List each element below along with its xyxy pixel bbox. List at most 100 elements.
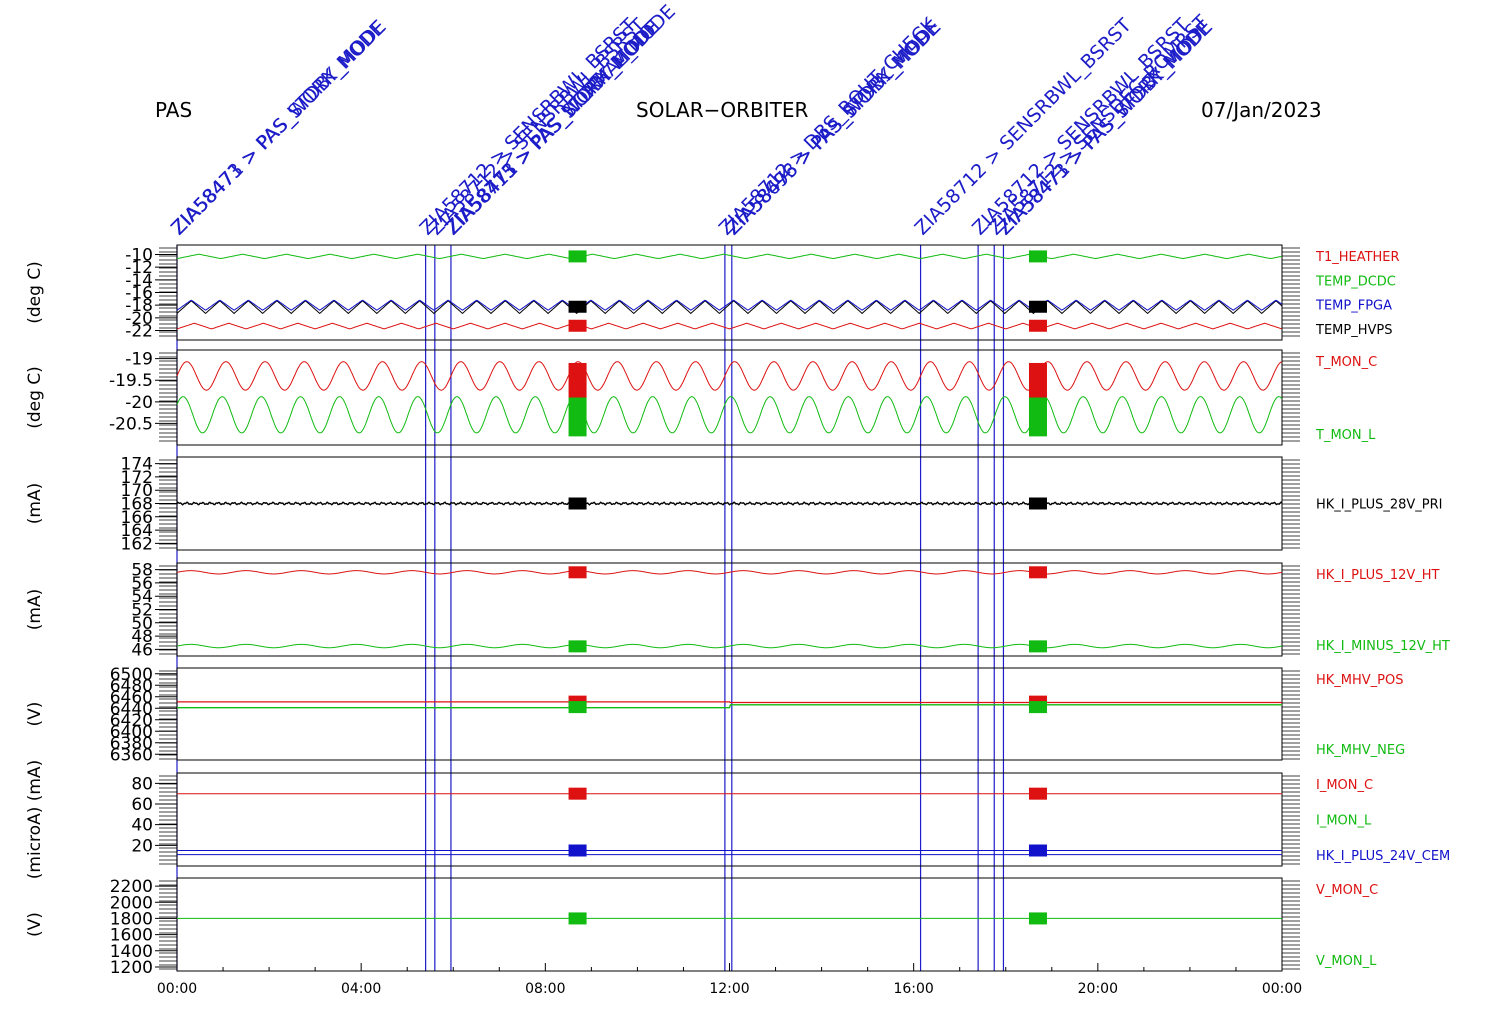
traces [177,912,1282,925]
y-tick-label: 164 [121,521,153,541]
y-tick-label: 6400 [110,722,153,742]
series-blob [1028,566,1047,579]
y-tick-label: -19.5 [109,371,153,391]
legend-entry: HK_I_PLUS_28V_PRI [1316,498,1442,513]
series-blob [568,250,587,263]
series-blob [568,362,587,398]
y-tick-label: 58 [131,561,153,581]
time-axis: 00:00 04:00 08:00 12:00 16:00 20:00 00:00 [157,963,1302,997]
y-tick-label: -14 [125,271,153,291]
y-tick-label: 6500 [110,665,153,685]
y-tick-label: 46 [131,640,153,660]
series-line-temp-dcdc [176,253,1283,260]
y-tick-label: 56 [131,574,153,594]
legend-entry: T1_HEATHER [1315,250,1400,265]
y-tick-label: 6420 [110,711,153,731]
series-line-t-mon-l [176,396,1283,434]
y-tick-label: 80 [131,774,153,794]
y-tick-label: 6380 [110,734,153,754]
y-tick-label: -12 [125,258,153,278]
y-tick-label: 2200 [110,877,153,897]
series-blob [568,319,587,332]
legend-entry: HK_MHV_NEG [1316,743,1405,758]
panels: -10-12-14-16-18 -20 -22 (deg C) T1_HEATHER TE… [25,244,1450,978]
series-blob [1028,912,1047,925]
y-tick-label: -16 [125,284,153,304]
panel-frame [176,349,1283,446]
panel-frame [176,562,1283,657]
header-instrument: PAS [155,98,192,122]
panel-1: -10-12-14-16-18-20-22 (deg C) T1_HEATHER TE… [25,244,1400,342]
series-blob [1028,362,1047,398]
series-blob [1028,300,1047,313]
legend-entry: I_MON_L [1316,814,1372,829]
y-tick-label: -20.5 [109,414,153,434]
y-tick-label: 6460 [110,688,153,708]
traces [176,497,1283,510]
series-blob [1028,397,1047,437]
series-blob [568,566,587,579]
y-tick-label: -22 [125,322,153,342]
y-tick-label: 48 [131,627,153,647]
event-label: ZIA58473 > PAS_WORK_MODE [722,17,944,239]
y-tick-label: 170 [121,481,153,501]
event-marker: ZIA58712 > DBS_ROUT_CHECK [715,13,941,971]
panel-2: -19-19.5-20-20.5 (deg C) T_MON_C T_MON_L [25,349,1377,446]
y-tick-label: -19 [125,350,153,370]
legend-entry: HK_I_PLUS_12V_HT [1316,568,1440,583]
series-blob [1028,319,1047,332]
panel-frame [176,772,1283,867]
series-blob [1028,701,1047,714]
y-axis-label: (deg C) [25,366,45,429]
y-tick-label: -10 [125,246,153,266]
event-marker: ZIA58712 > SENSDEC_ROMRST [984,11,1213,971]
traces [177,695,1282,714]
series-blob [1028,787,1047,800]
x-tick-label: 04:00 [341,981,381,997]
series-blob [1028,844,1047,857]
traces [176,250,1283,332]
x-tick-label: 00:00 [157,981,197,997]
series-blob [1028,497,1047,510]
legend-entry: HK_MHV_POS [1316,673,1404,688]
legend-entry: TEMP_FPGA [1315,299,1392,314]
x-tick-label: 16:00 [893,981,933,997]
series-blob [568,640,587,653]
y-tick-label: -20 [125,393,153,413]
y-axis-label: (V) [25,702,45,727]
series-blob [568,701,587,714]
legend-entry: TEMP_DCDC [1315,274,1396,289]
x-tick-label: 12:00 [709,981,749,997]
y-axis-label: (microA) (mA) [25,760,45,879]
series-blob [1028,250,1047,263]
legend-entry: HK_I_MINUS_12V_HT [1316,639,1450,654]
legend-entry: V_MON_L [1316,954,1377,969]
series-blob [568,912,587,925]
series-blob [568,787,587,800]
traces [176,361,1283,437]
y-tick-label: 166 [121,508,153,528]
series-line-temp-fpga [176,299,1283,311]
y-tick-label: -18 [125,296,153,316]
series-line-hk-i-plus-28v-pri [176,501,1283,506]
series-line-hk-i-minus-12v-ht [176,643,1283,649]
header-date: 07/Jan/2023 [1201,98,1322,122]
legend-entry: I_MON_C [1316,778,1373,793]
y-tick-label: 6440 [110,699,153,719]
traces [177,787,1282,857]
y-tick-label: 1200 [110,958,153,978]
legend-entry: HK_I_PLUS_24V_CEM [1316,849,1450,864]
series-line-temp-hvps [176,300,1283,315]
y-tick-label: 50 [131,614,153,634]
